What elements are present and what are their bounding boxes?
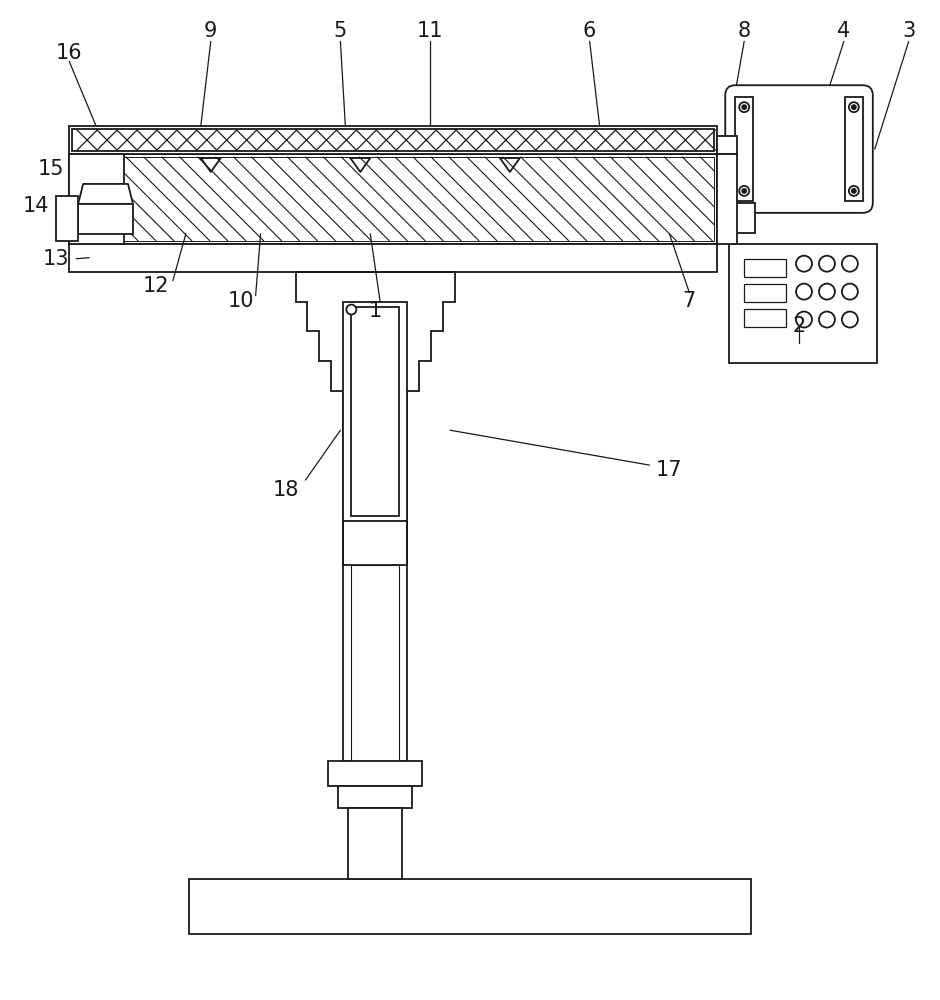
Text: 16: 16 — [55, 43, 83, 63]
Circle shape — [796, 312, 812, 328]
Circle shape — [842, 256, 858, 272]
Text: 18: 18 — [273, 480, 299, 500]
Bar — [70, 154, 124, 244]
Bar — [717, 136, 737, 154]
Bar — [729, 244, 877, 363]
Bar — [78, 204, 133, 234]
Text: 1: 1 — [368, 301, 382, 321]
FancyBboxPatch shape — [726, 85, 873, 213]
Circle shape — [819, 256, 835, 272]
Circle shape — [796, 256, 812, 272]
Circle shape — [346, 305, 356, 315]
Text: 10: 10 — [227, 291, 254, 311]
Bar — [729, 244, 877, 363]
Bar — [72, 157, 714, 241]
Circle shape — [819, 284, 835, 300]
Circle shape — [743, 105, 746, 109]
Circle shape — [743, 189, 746, 193]
Text: 12: 12 — [143, 276, 169, 296]
Bar — [744, 284, 786, 302]
Circle shape — [739, 102, 749, 112]
Circle shape — [849, 186, 859, 196]
Bar — [735, 203, 755, 233]
Bar — [352, 307, 400, 516]
Bar — [70, 154, 717, 244]
Bar — [72, 129, 714, 151]
Text: 4: 4 — [838, 21, 851, 41]
Bar — [56, 196, 78, 241]
Text: 13: 13 — [43, 249, 70, 269]
Bar — [845, 97, 863, 201]
Text: 17: 17 — [656, 460, 682, 480]
Bar — [343, 565, 407, 761]
Text: 5: 5 — [334, 21, 347, 41]
Text: 14: 14 — [24, 196, 50, 216]
Bar — [70, 244, 717, 272]
Circle shape — [739, 186, 749, 196]
Polygon shape — [78, 184, 133, 204]
Bar — [744, 309, 786, 327]
Text: 11: 11 — [416, 21, 444, 41]
Text: 3: 3 — [902, 21, 916, 41]
Bar — [717, 154, 737, 244]
Bar — [343, 302, 407, 521]
Bar — [338, 786, 412, 808]
Bar — [349, 808, 402, 879]
Bar — [744, 259, 786, 277]
Circle shape — [842, 284, 858, 300]
Circle shape — [796, 284, 812, 300]
Text: 7: 7 — [682, 291, 696, 311]
Text: 15: 15 — [38, 159, 65, 179]
Text: 9: 9 — [204, 21, 217, 41]
Text: 6: 6 — [583, 21, 596, 41]
Circle shape — [819, 312, 835, 328]
Text: 8: 8 — [738, 21, 751, 41]
Bar — [70, 126, 717, 154]
Circle shape — [852, 105, 855, 109]
Circle shape — [852, 189, 855, 193]
Bar — [352, 565, 400, 761]
Circle shape — [842, 312, 858, 328]
Bar — [189, 879, 751, 934]
Text: 2: 2 — [792, 316, 806, 336]
Circle shape — [849, 102, 859, 112]
Bar — [328, 761, 422, 786]
Bar — [735, 97, 753, 201]
